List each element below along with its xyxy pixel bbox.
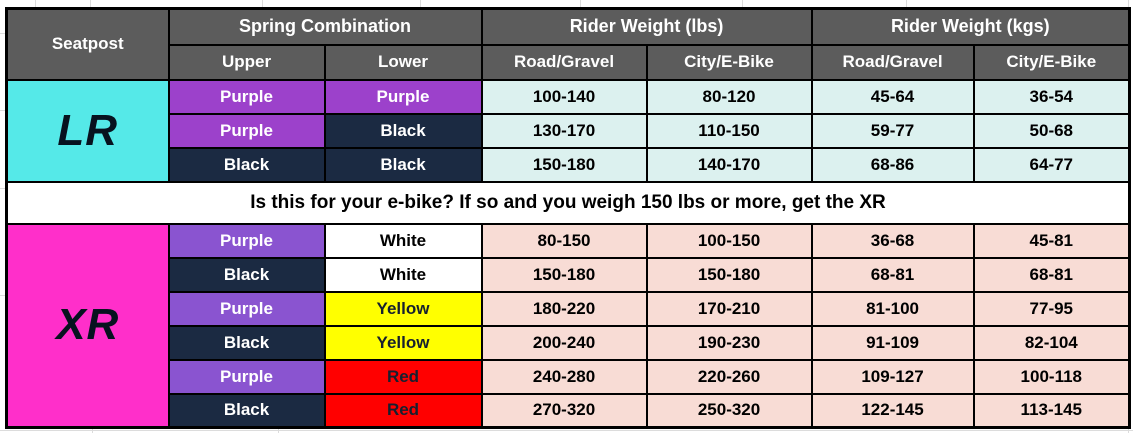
gridline [0, 33, 5, 34]
weight-range-cell: 64-77 [972, 146, 1131, 183]
lr-table-row: Black Black 150-180 140-170 68-86 64-77 [7, 146, 1131, 183]
weight-range-cell: 68-86 [810, 146, 975, 183]
weight-range-cell: 81-100 [810, 290, 975, 327]
weight-range-cell: 122-145 [810, 392, 975, 429]
weight-range-cell: 82-104 [972, 324, 1131, 361]
weight-range-cell: 240-280 [480, 358, 648, 395]
gridline [0, 295, 5, 296]
spring-lower-cell: Yellow [323, 324, 483, 361]
header-spring-combination: Spring Combination [167, 7, 483, 46]
weight-range-cell: 100-118 [972, 358, 1131, 395]
header-road-gravel-kgs: Road/Gravel [810, 43, 975, 81]
weight-range-cell: 91-109 [810, 324, 975, 361]
weight-range-cell: 113-145 [972, 392, 1131, 429]
weight-range-cell: 140-170 [645, 146, 813, 183]
spring-lower-cell: Purple [323, 78, 483, 115]
xr-table-row: Purple Yellow 180-220 170-210 81-100 77-95 [7, 290, 1131, 327]
weight-range-cell: 150-180 [645, 256, 813, 293]
spring-lower-cell: Black [323, 112, 483, 149]
xr-table-row: Purple Red 240-280 220-260 109-127 100-118 [7, 358, 1131, 395]
header-city-ebike-lbs: City/E-Bike [645, 43, 813, 81]
gridline [90, 0, 91, 7]
weight-range-cell: 36-68 [810, 222, 975, 259]
spring-upper-cell: Purple [167, 358, 326, 395]
gridline [35, 0, 36, 7]
spring-upper-cell: Purple [167, 78, 326, 115]
weight-range-cell: 80-120 [645, 78, 813, 115]
weight-range-cell: 80-150 [480, 222, 648, 259]
weight-range-cell: 150-180 [480, 256, 648, 293]
spring-lower-cell: White [323, 222, 483, 259]
lr-table-row: LR Purple Purple 100-140 80-120 45-64 36-54 [5, 78, 1131, 183]
xr-table-row: XR Purple White 80-150 100-150 36-68 45-81 [5, 222, 1131, 429]
weight-range-cell: 100-150 [645, 222, 813, 259]
weight-range-cell: 130-170 [480, 112, 648, 149]
weight-range-cell: 59-77 [810, 112, 975, 149]
header-rider-weight-lbs: Rider Weight (lbs) [480, 7, 813, 46]
gridline [0, 430, 1133, 431]
gridline [906, 0, 907, 7]
gridline [92, 426, 93, 433]
spring-lower-cell: Yellow [323, 290, 483, 327]
spring-lower-cell: Red [323, 358, 483, 395]
spring-upper-cell: Black [167, 324, 326, 361]
gridline [420, 0, 421, 7]
spring-lower-cell: Black [323, 146, 483, 183]
spring-upper-cell: Black [167, 146, 326, 183]
gridline [0, 188, 5, 189]
spring-upper-cell: Black [167, 392, 326, 429]
weight-range-cell: 220-260 [645, 358, 813, 395]
spring-upper-cell: Purple [167, 112, 326, 149]
weight-range-cell: 200-240 [480, 324, 648, 361]
seatpost-lr-label: LR [5, 78, 170, 183]
weight-range-cell: 270-320 [480, 392, 648, 429]
weight-range-cell: 45-81 [972, 222, 1131, 259]
gridline [580, 0, 581, 7]
weight-range-cell: 190-230 [645, 324, 813, 361]
spring-upper-cell: Purple [167, 222, 326, 259]
header-seatpost: Seatpost [5, 7, 170, 81]
weight-range-cell: 100-140 [480, 78, 648, 115]
header-road-gravel-lbs: Road/Gravel [480, 43, 648, 81]
spring-lower-cell: White [323, 256, 483, 293]
weight-range-cell: 68-81 [972, 256, 1131, 293]
spring-upper-cell: Purple [167, 290, 326, 327]
weight-range-cell: 180-220 [480, 290, 648, 327]
weight-range-cell: 50-68 [972, 112, 1131, 149]
weight-range-cell: 170-210 [645, 290, 813, 327]
seatpost-xr-label: XR [5, 222, 170, 429]
weight-range-cell: 77-95 [972, 290, 1131, 327]
weight-range-cell: 36-54 [972, 78, 1131, 115]
weight-range-cell: 150-180 [480, 146, 648, 183]
lr-table-row: Purple Black 130-170 110-150 59-77 50-68 [7, 112, 1131, 149]
xr-table-row: Black Red 270-320 250-320 122-145 113-145 [7, 392, 1131, 429]
header-upper: Upper [167, 43, 326, 81]
gridline [0, 110, 5, 111]
weight-range-cell: 109-127 [810, 358, 975, 395]
weight-range-cell: 68-81 [810, 256, 975, 293]
header-lower: Lower [323, 43, 483, 81]
weight-range-cell: 110-150 [645, 112, 813, 149]
xr-table-row: Black White 150-180 150-180 68-81 68-81 [7, 256, 1131, 293]
weight-range-cell: 250-320 [645, 392, 813, 429]
gridline [742, 0, 743, 7]
spring-upper-cell: Black [167, 256, 326, 293]
ebike-note-text: Is this for your e-bike? If so and you w… [5, 180, 1131, 225]
gridline [278, 426, 279, 433]
header-rider-weight-kgs: Rider Weight (kgs) [810, 7, 1131, 46]
xr-table-row: Black Yellow 200-240 190-230 91-109 82-104 [7, 324, 1131, 361]
spring-rate-table: Seatpost Spring Combination Rider Weight… [5, 7, 1132, 429]
ebike-note-row: Is this for your e-bike? If so and you w… [5, 180, 1131, 225]
gridline [262, 0, 263, 7]
spring-lower-cell: Red [323, 392, 483, 429]
weight-range-cell: 45-64 [810, 78, 975, 115]
header-city-ebike-kgs: City/E-Bike [972, 43, 1131, 81]
